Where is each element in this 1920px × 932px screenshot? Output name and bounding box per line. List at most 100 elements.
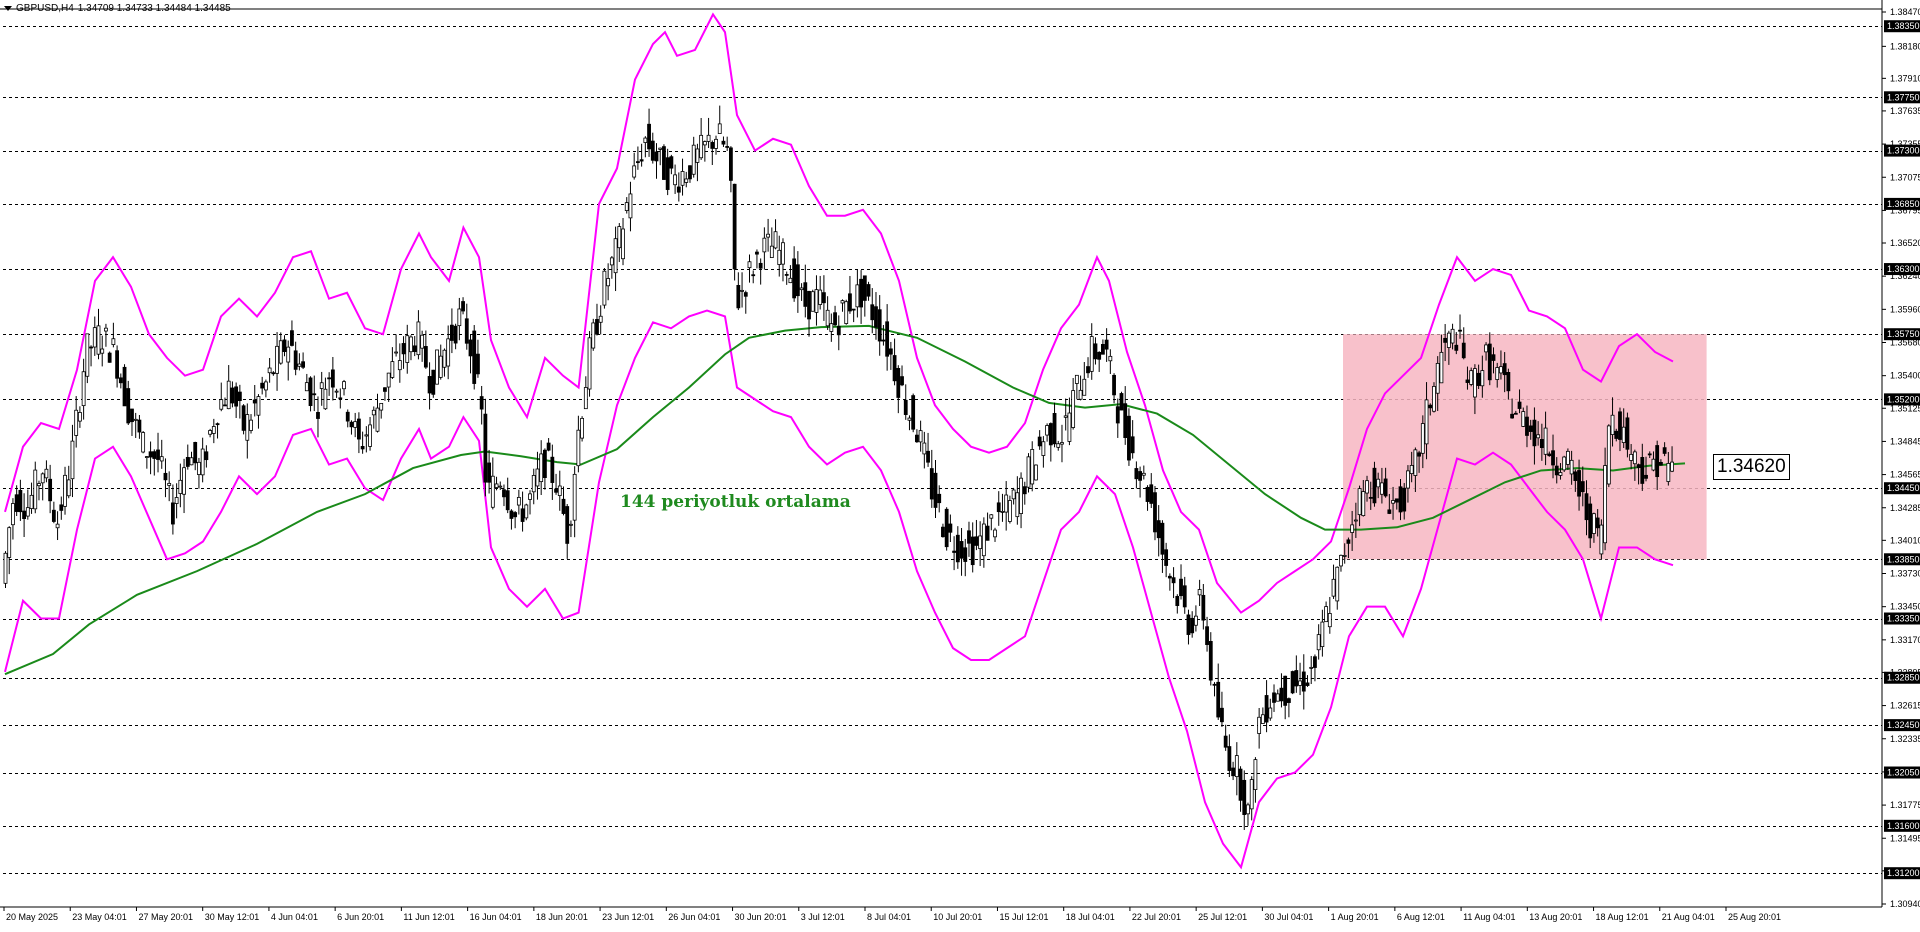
candle-body-389 [1450,328,1455,344]
candle-body-371 [1383,478,1388,497]
candle-body-41 [156,449,160,460]
candle-body-72 [271,372,276,375]
y-tick-label-9: 1.35960 [1890,304,1920,314]
candle-body-182 [680,171,685,186]
candle-body-248 [926,450,930,463]
candle-body-91 [342,381,346,390]
candle-body-180 [673,174,677,186]
candle-body-368 [1372,467,1377,504]
candle-body-96 [360,446,365,450]
candle-body-294 [1097,351,1102,360]
candle-body-364 [1357,488,1362,516]
y-tick-label-3: 1.37635 [1890,106,1920,116]
candle-body-208 [777,249,782,265]
candle-body-434 [1618,411,1622,440]
candle-body-166 [621,228,625,260]
candle-body-267 [996,502,1001,513]
candle-body-355 [1324,606,1328,623]
candle-body-403 [1502,363,1507,376]
candle-body-63 [237,391,242,402]
candle-body-175 [654,151,659,162]
candle-body-444 [1655,445,1660,478]
candle-body-235 [877,309,882,342]
level-label-2: 1.37300 [1887,146,1920,156]
candle-body-133 [498,485,503,488]
candle-body-151 [565,506,570,544]
candle-body-335 [1249,779,1254,810]
candle-body-1 [7,527,12,558]
x-tick-label-18: 25 Jul 12:01 [1198,912,1247,922]
candle-body-398 [1484,344,1488,353]
candle-body-442 [1647,453,1652,456]
candle-body-352 [1313,656,1317,668]
candle-body-332 [1238,768,1243,801]
candle-body-141 [528,493,532,500]
candle-body-121 [453,325,458,344]
candle-body-429 [1599,524,1604,555]
candle-body-447 [1666,463,1671,482]
candle-body-329 [1227,746,1232,771]
candle-body-123 [461,301,465,312]
candle-body-287 [1071,390,1076,428]
candle-body-128 [479,396,484,410]
candle-body-89 [334,390,339,393]
candle-body-37 [141,432,146,453]
candle-body-247 [922,442,927,455]
candle-body-98 [368,424,372,447]
level-label-3: 1.36850 [1887,199,1920,209]
candle-body-328 [1223,735,1228,748]
candle-body-273 [1019,477,1023,514]
candle-body-65 [245,414,250,441]
level-label-bg-4 [1884,263,1920,276]
level-label-bg-1 [1884,91,1920,104]
bollinger-lower-band [4,309,1674,870]
x-tick-label-2: 27 May 20:01 [138,912,193,922]
candle-body-150 [561,498,566,514]
candle-body-381 [1420,423,1425,454]
candle-body-357 [1331,578,1336,597]
candle-body-112 [420,334,425,349]
candle-body-354 [1320,621,1325,648]
candle-body-159 [595,319,599,335]
candle-body-253 [944,508,949,548]
candle-body-385 [1435,362,1440,394]
candle-body-161 [602,270,607,306]
candle-body-39 [148,451,153,458]
candle-body-145 [543,449,547,478]
candle-body-196 [732,183,737,270]
candle-body-115 [431,369,436,395]
candle-body-297 [1108,355,1113,362]
candle-body-345 [1287,698,1291,703]
candle-body-90 [338,397,343,400]
candle-body-315 [1175,595,1180,606]
candle-body-426 [1588,503,1593,539]
candle-body-448 [1670,461,1674,472]
candle-body-62 [234,386,239,407]
candle-body-221 [825,309,830,327]
candle-body-319 [1190,617,1195,634]
ohlc-label: 1.34709 1.34733 1.34484 1.34485 [77,3,231,14]
candle-body-81 [304,382,309,392]
candle-body-82 [308,377,313,407]
candle-body-396 [1476,372,1481,386]
candle-body-366 [1365,480,1369,494]
candle-body-242 [903,399,908,415]
candle-body-438 [1632,451,1637,465]
candle-body-213 [795,264,800,297]
candle-body-298 [1112,374,1116,396]
candle-body-279 [1041,441,1046,456]
candle-body-15 [59,504,64,511]
candle-body-274 [1022,486,1027,495]
candle-body-416 [1551,450,1555,466]
candle-body-383 [1428,404,1433,409]
level-label-bg-11 [1884,719,1920,732]
candle-body-435 [1621,426,1626,443]
candle-body-94 [353,421,358,428]
candle-body-46 [174,497,179,504]
dropdown-triangle-icon[interactable] [4,6,12,11]
candle-body-224 [836,326,841,336]
candle-body-56 [211,426,216,434]
candle-body-84 [316,411,320,419]
candle-body-26 [100,348,105,354]
